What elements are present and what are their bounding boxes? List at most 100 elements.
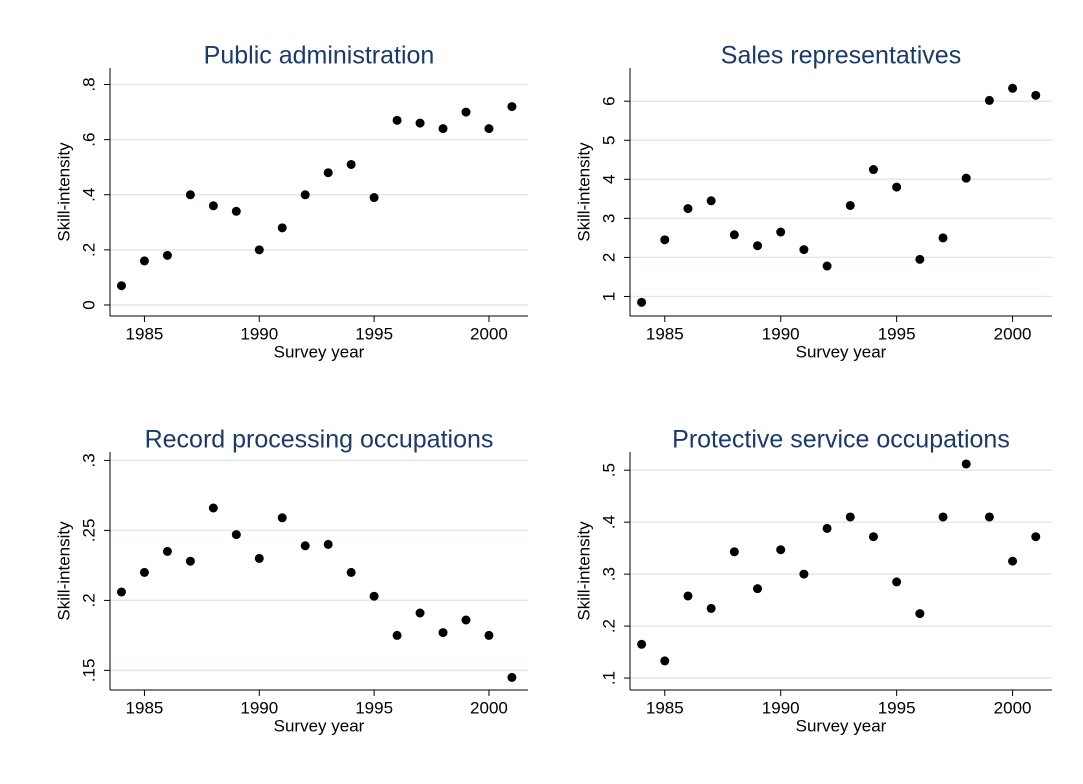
- point: [369, 591, 379, 601]
- point: [915, 609, 925, 619]
- x-tick-label: 2000: [994, 698, 1032, 717]
- x-tick-label: 2000: [470, 698, 508, 717]
- point: [254, 245, 264, 255]
- point: [116, 587, 126, 597]
- point: [139, 256, 149, 266]
- y-tick-label: .8: [79, 77, 98, 91]
- chart-title: Public administration: [204, 42, 435, 70]
- x-tick-label: 1995: [355, 698, 393, 717]
- y-axis-label: Skill-intensity: [54, 521, 73, 621]
- y-tick-label: .3: [79, 453, 98, 467]
- y-tick-label: 3: [599, 214, 618, 223]
- point: [637, 297, 647, 307]
- y-tick-label: 6: [599, 96, 618, 105]
- x-axis-label: Survey year: [796, 342, 887, 361]
- y-tick-label: .4: [599, 515, 618, 529]
- point: [277, 513, 287, 523]
- y-tick-label: .6: [79, 133, 98, 147]
- point: [231, 206, 241, 216]
- y-tick-label: .15: [79, 659, 98, 683]
- x-tick-label: 2000: [470, 324, 508, 343]
- point: [706, 196, 716, 206]
- point: [438, 124, 448, 134]
- point: [938, 233, 948, 243]
- y-tick-label: .1: [599, 671, 618, 685]
- x-tick-label: 1990: [240, 324, 278, 343]
- point: [139, 567, 149, 577]
- x-tick-label: 1990: [762, 698, 800, 717]
- point: [1008, 556, 1018, 566]
- point: [369, 193, 379, 203]
- y-tick-label: .2: [79, 243, 98, 257]
- y-tick-label: .5: [599, 463, 618, 477]
- point: [484, 630, 494, 640]
- point: [254, 553, 264, 563]
- point: [461, 107, 471, 117]
- chart-title: Record processing occupations: [145, 426, 494, 454]
- y-axis-label: Skill-intensity: [574, 142, 593, 242]
- point: [185, 190, 195, 200]
- y-tick-label: 2: [599, 253, 618, 262]
- point: [706, 603, 716, 613]
- y-tick-label: .2: [599, 619, 618, 633]
- y-tick-label: 4: [599, 175, 618, 184]
- point: [660, 656, 670, 666]
- point: [507, 672, 517, 682]
- point: [892, 182, 902, 192]
- point: [961, 459, 971, 469]
- y-axis-label: Skill-intensity: [54, 142, 73, 242]
- y-tick-label: .4: [79, 188, 98, 202]
- point: [1031, 90, 1041, 100]
- chart-title: Sales representatives: [721, 42, 961, 70]
- point: [845, 512, 855, 522]
- x-tick-label: 2000: [994, 324, 1032, 343]
- point: [799, 569, 809, 579]
- point: [300, 541, 310, 551]
- y-tick-label: .2: [79, 593, 98, 607]
- point: [323, 168, 333, 178]
- point: [892, 577, 902, 587]
- point: [753, 584, 763, 594]
- point: [1031, 532, 1041, 542]
- y-tick-label: .3: [599, 567, 618, 581]
- point: [323, 539, 333, 549]
- point: [984, 95, 994, 105]
- y-axis-label: Skill-intensity: [574, 521, 593, 621]
- point: [484, 124, 494, 134]
- point: [1008, 83, 1018, 93]
- point: [729, 547, 739, 557]
- point: [822, 261, 832, 271]
- point: [984, 512, 994, 522]
- point: [683, 591, 693, 601]
- point: [346, 159, 356, 169]
- x-tick-label: 1985: [126, 324, 164, 343]
- y-tick-label: 1: [599, 292, 618, 301]
- x-tick-label: 1985: [126, 698, 164, 717]
- point: [753, 241, 763, 251]
- y-tick-label: 5: [599, 136, 618, 145]
- point: [415, 608, 425, 618]
- point: [208, 503, 218, 513]
- point: [683, 204, 693, 214]
- point: [799, 245, 809, 255]
- point: [346, 567, 356, 577]
- x-tick-label: 1995: [878, 324, 916, 343]
- point: [938, 512, 948, 522]
- point: [845, 200, 855, 210]
- point: [868, 532, 878, 542]
- point: [776, 227, 786, 237]
- x-axis-label: Survey year: [274, 716, 365, 735]
- point: [185, 556, 195, 566]
- y-tick-label: 0: [79, 300, 98, 309]
- point: [822, 523, 832, 533]
- x-axis-label: Survey year: [796, 716, 887, 735]
- x-tick-label: 1985: [646, 324, 684, 343]
- point: [415, 118, 425, 128]
- point: [392, 115, 402, 125]
- point: [277, 223, 287, 233]
- point: [231, 530, 241, 540]
- point: [776, 545, 786, 555]
- point: [637, 639, 647, 649]
- y-tick-label: .25: [79, 519, 98, 543]
- point: [915, 254, 925, 264]
